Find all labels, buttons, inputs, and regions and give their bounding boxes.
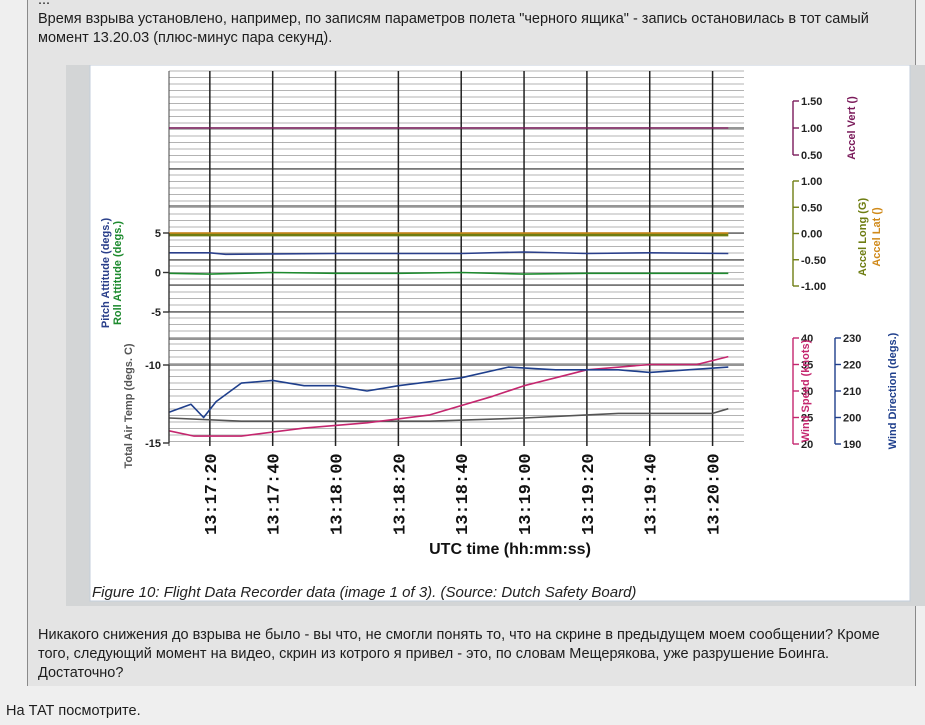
- tick-label-tat: -15: [145, 438, 161, 450]
- x-tick-label: 13:17:40: [266, 453, 285, 535]
- tick-label-accel_vert: 1.00: [801, 123, 822, 135]
- tick-label-accel_vert: 1.50: [801, 96, 822, 108]
- tick-label-wind_speed: 30: [801, 386, 813, 398]
- series-label-accel-long: Accel Long (G): [857, 198, 869, 277]
- tick-label-attitude: -5: [151, 307, 161, 319]
- tick-label-wind_speed: 40: [801, 333, 813, 345]
- tick-label-accel_vert: 0.50: [801, 150, 822, 162]
- tick-label-accel_long_lat: -0.50: [801, 255, 826, 267]
- x-axis-label: UTC time (hh:mm:ss): [429, 541, 591, 558]
- fdr-chart: 1.50 1.00 0.50 1.00 0.50 0.00 -0.50 -1.00 5 0 -5 -1…: [89, 65, 911, 602]
- tick-label-attitude: 5: [155, 228, 161, 240]
- series-label-accel-lat: Accel Lat (): [871, 207, 883, 267]
- series-label-wind-direction: Wind Direction (degs.): [887, 332, 899, 449]
- series-line-wind-speed: [168, 355, 729, 437]
- x-tick-label: 13:18:20: [391, 453, 410, 535]
- reply-text: На ТАТ посмотрите.: [6, 703, 141, 719]
- tick-label-accel_long_lat: 0.00: [801, 229, 822, 241]
- tick-label-accel_long_lat: -1.00: [801, 281, 826, 293]
- tick-label-wind_dir: 200: [843, 413, 861, 425]
- series-line-wind-direction: [168, 366, 729, 419]
- series-line-pitch-attitude: [169, 251, 729, 256]
- x-tick-label: 13:17:20: [203, 453, 222, 535]
- figure-caption: Figure 10: Flight Data Recorder data (im…: [92, 584, 636, 601]
- tick-label-attitude: 0: [155, 268, 161, 280]
- tick-label-wind_speed: 35: [801, 360, 813, 372]
- post-paragraph-1: Время взрыва установлено, например, по з…: [38, 11, 869, 46]
- tick-label-accel_long_lat: 0.50: [801, 202, 822, 214]
- post-paragraph-2: Никакого снижения до взрыва не было - вы…: [38, 627, 880, 681]
- series-label-pitch-attitude: Pitch Attitude (degs.): [100, 218, 112, 329]
- x-tick-label: 13:19:40: [643, 453, 662, 535]
- tick-label-wind_speed: 25: [801, 413, 813, 425]
- series-label-total-air-temp: Total Air Temp (degs. C): [123, 343, 135, 468]
- fdr-figure: 1.50 1.00 0.50 1.00 0.50 0.00 -0.50 -1.00 5 0 -5 -1…: [66, 65, 925, 606]
- series-line-total-air-temp: [168, 407, 729, 423]
- tick-label-wind_dir: 220: [843, 360, 861, 372]
- tick-label-wind_speed: 20: [801, 439, 813, 451]
- tick-label-accel_long_lat: 1.00: [801, 176, 822, 188]
- series-label-roll-attitude: Roll Attitude (degs.): [112, 221, 124, 325]
- x-tick-label: 13:19:00: [517, 453, 536, 535]
- series-label-wind-speed: Wind Speed (knots): [800, 339, 812, 442]
- tick-label-wind_dir: 190: [843, 439, 861, 451]
- forum-post: ... Время взрыва установлено, например, …: [27, 0, 925, 686]
- tick-label-wind_dir: 210: [843, 386, 861, 398]
- series-label-accel-vert: Accel Vert (): [846, 96, 858, 160]
- quote-ellipsis: ...: [38, 0, 51, 8]
- x-tick-label: 13:19:20: [580, 453, 599, 535]
- tick-label-wind_dir: 230: [843, 333, 861, 345]
- series-line-roll-attitude: [168, 271, 729, 275]
- tick-label-tat: -10: [145, 360, 161, 372]
- x-tick-label: 13:18:40: [454, 453, 473, 535]
- x-tick-label: 13:18:00: [329, 453, 348, 535]
- x-tick-label: 13:20:00: [706, 453, 725, 535]
